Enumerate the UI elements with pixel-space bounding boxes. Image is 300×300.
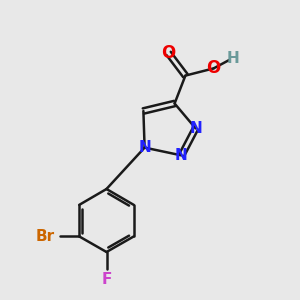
Text: N: N	[175, 148, 188, 163]
Text: Br: Br	[36, 229, 55, 244]
Text: O: O	[161, 44, 176, 62]
Text: O: O	[206, 59, 221, 77]
Text: H: H	[226, 51, 239, 66]
Text: F: F	[101, 272, 112, 287]
Text: N: N	[189, 121, 202, 136]
Text: N: N	[138, 140, 151, 155]
